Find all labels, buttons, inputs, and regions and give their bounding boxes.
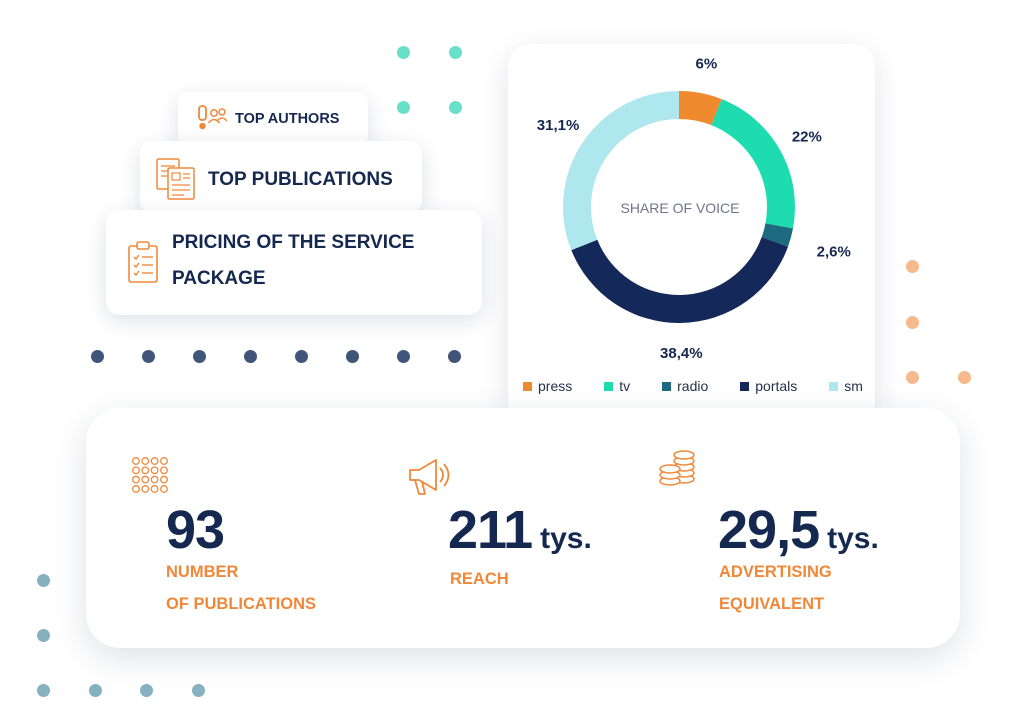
slice-press	[679, 91, 722, 126]
slice-label-portals: 38,4%	[660, 345, 703, 362]
publications-label-line2: OF PUBLICATIONS	[166, 595, 317, 613]
decor-dot	[89, 684, 102, 697]
grid-network-icon	[132, 457, 168, 493]
reach-value: 211 tys.	[448, 500, 592, 560]
pricing-label-line2: PACKAGE	[172, 268, 266, 289]
legend-item-press: press	[523, 378, 572, 394]
chart-legend: press tv radio portals sm	[523, 378, 863, 394]
decor-dot	[906, 316, 919, 329]
legend-label: tv	[619, 378, 631, 394]
decor-dot	[37, 574, 50, 587]
decor-dot	[906, 260, 919, 273]
decor-dot	[140, 684, 153, 697]
legend-swatch	[829, 381, 839, 391]
megaphone-icon	[409, 459, 450, 495]
legend-swatch	[740, 381, 750, 391]
publications-value: 93	[166, 500, 225, 560]
legend-swatch	[523, 381, 532, 391]
legend-item-radio: radio	[662, 378, 708, 394]
decor-dot	[193, 350, 206, 363]
slice-portals	[571, 237, 788, 323]
clipboard-checklist-icon	[128, 241, 158, 283]
decor-dot	[906, 371, 919, 384]
legend-label: sm	[844, 378, 863, 394]
decor-dot	[397, 46, 410, 59]
coins-icon	[659, 450, 695, 486]
reach-label: REACH	[450, 570, 509, 588]
decor-dot	[295, 350, 308, 363]
decor-dot	[397, 101, 410, 114]
chart-title: SHARE OF VOICE	[620, 200, 739, 216]
top-publications-label: TOP PUBLICATIONS	[208, 169, 393, 190]
legend-swatch	[604, 381, 614, 391]
decor-dot	[142, 350, 155, 363]
advertising-label-line1: ADVERTISING	[719, 563, 832, 581]
top-publications-card[interactable]: TOP PUBLICATIONS	[140, 141, 422, 213]
legend-label: radio	[677, 378, 709, 394]
slice-label-radio: 2,6%	[817, 244, 851, 261]
slice-tv	[711, 99, 795, 229]
legend-item-sm: sm	[829, 378, 863, 394]
slice-sm	[563, 91, 679, 251]
documents-icon	[156, 158, 195, 200]
decor-dot	[91, 350, 104, 363]
decor-dot	[958, 371, 971, 384]
advertising-label-line2: EQUIVALENT	[719, 595, 825, 613]
legend-label: portals	[755, 378, 798, 394]
decor-dot	[448, 350, 461, 363]
decor-dot	[449, 46, 462, 59]
advertising-equivalent-value: 29,5 tys.	[718, 500, 879, 560]
pricing-card[interactable]: PRICING OF THE SERVICE PACKAGE	[106, 210, 482, 315]
top-authors-card[interactable]: TOP AUTHORS	[178, 92, 368, 147]
decor-dot	[397, 350, 410, 363]
publications-label-line1: NUMBER	[166, 563, 239, 581]
slice-radio	[761, 223, 793, 247]
top-authors-label: TOP AUTHORS	[235, 111, 340, 127]
stats-card: 93 NUMBER OF PUBLICATIONS 211 tys. REACH	[86, 408, 960, 648]
decor-dot	[346, 350, 359, 363]
decor-dot	[37, 629, 50, 642]
legend-item-tv: tv	[604, 378, 630, 394]
decor-dot	[37, 684, 50, 697]
share-of-voice-chart: 6% 22% 2,6% 38,4% 31,1% SHARE OF VOICE	[537, 56, 851, 362]
legend-label: press	[538, 378, 573, 394]
pricing-label-line1: PRICING OF THE SERVICE	[172, 232, 415, 253]
authors-alert-icon	[198, 105, 228, 130]
decor-dot	[192, 684, 205, 697]
decor-dot	[244, 350, 257, 363]
slice-label-sm: 31,1%	[537, 117, 580, 134]
decor-dot	[449, 101, 462, 114]
slice-label-tv: 22%	[792, 129, 822, 146]
legend-swatch	[662, 381, 672, 391]
legend-item-portals: portals	[740, 378, 797, 394]
slice-label-press: 6%	[695, 56, 717, 73]
